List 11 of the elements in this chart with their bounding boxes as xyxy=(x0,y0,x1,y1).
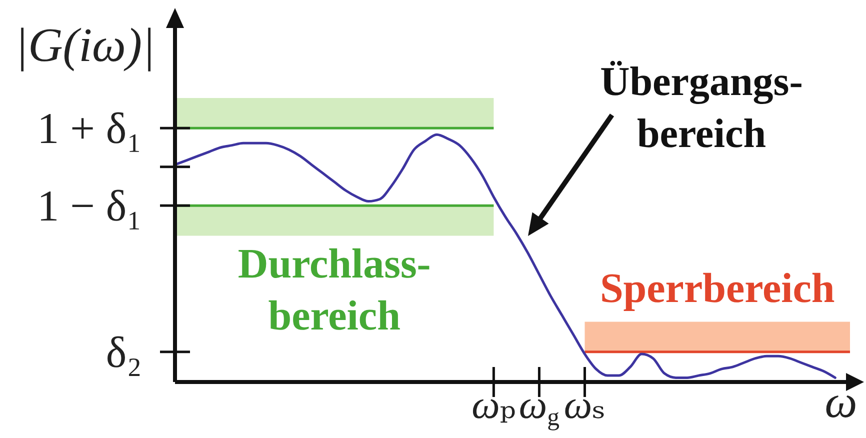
y-axis-title: |G(iω)| xyxy=(14,19,156,72)
x-tick-label: ωₚ xyxy=(472,382,516,427)
x-axis-title: ω xyxy=(824,376,858,427)
band-label: Sperrbereich xyxy=(600,266,835,312)
y-tick-label: δ₂ xyxy=(106,327,142,376)
x-tick-label: ω$_{g}$ xyxy=(518,382,560,432)
y-tick-label: 1 − δ₁ xyxy=(37,181,142,230)
band-label: Durchlass-bereich xyxy=(238,242,431,340)
annotation: Übergangs-bereich xyxy=(600,58,803,156)
y-tick-label: 1 + δ₁ xyxy=(37,104,142,153)
x-tick-label: ωₛ xyxy=(564,382,606,427)
